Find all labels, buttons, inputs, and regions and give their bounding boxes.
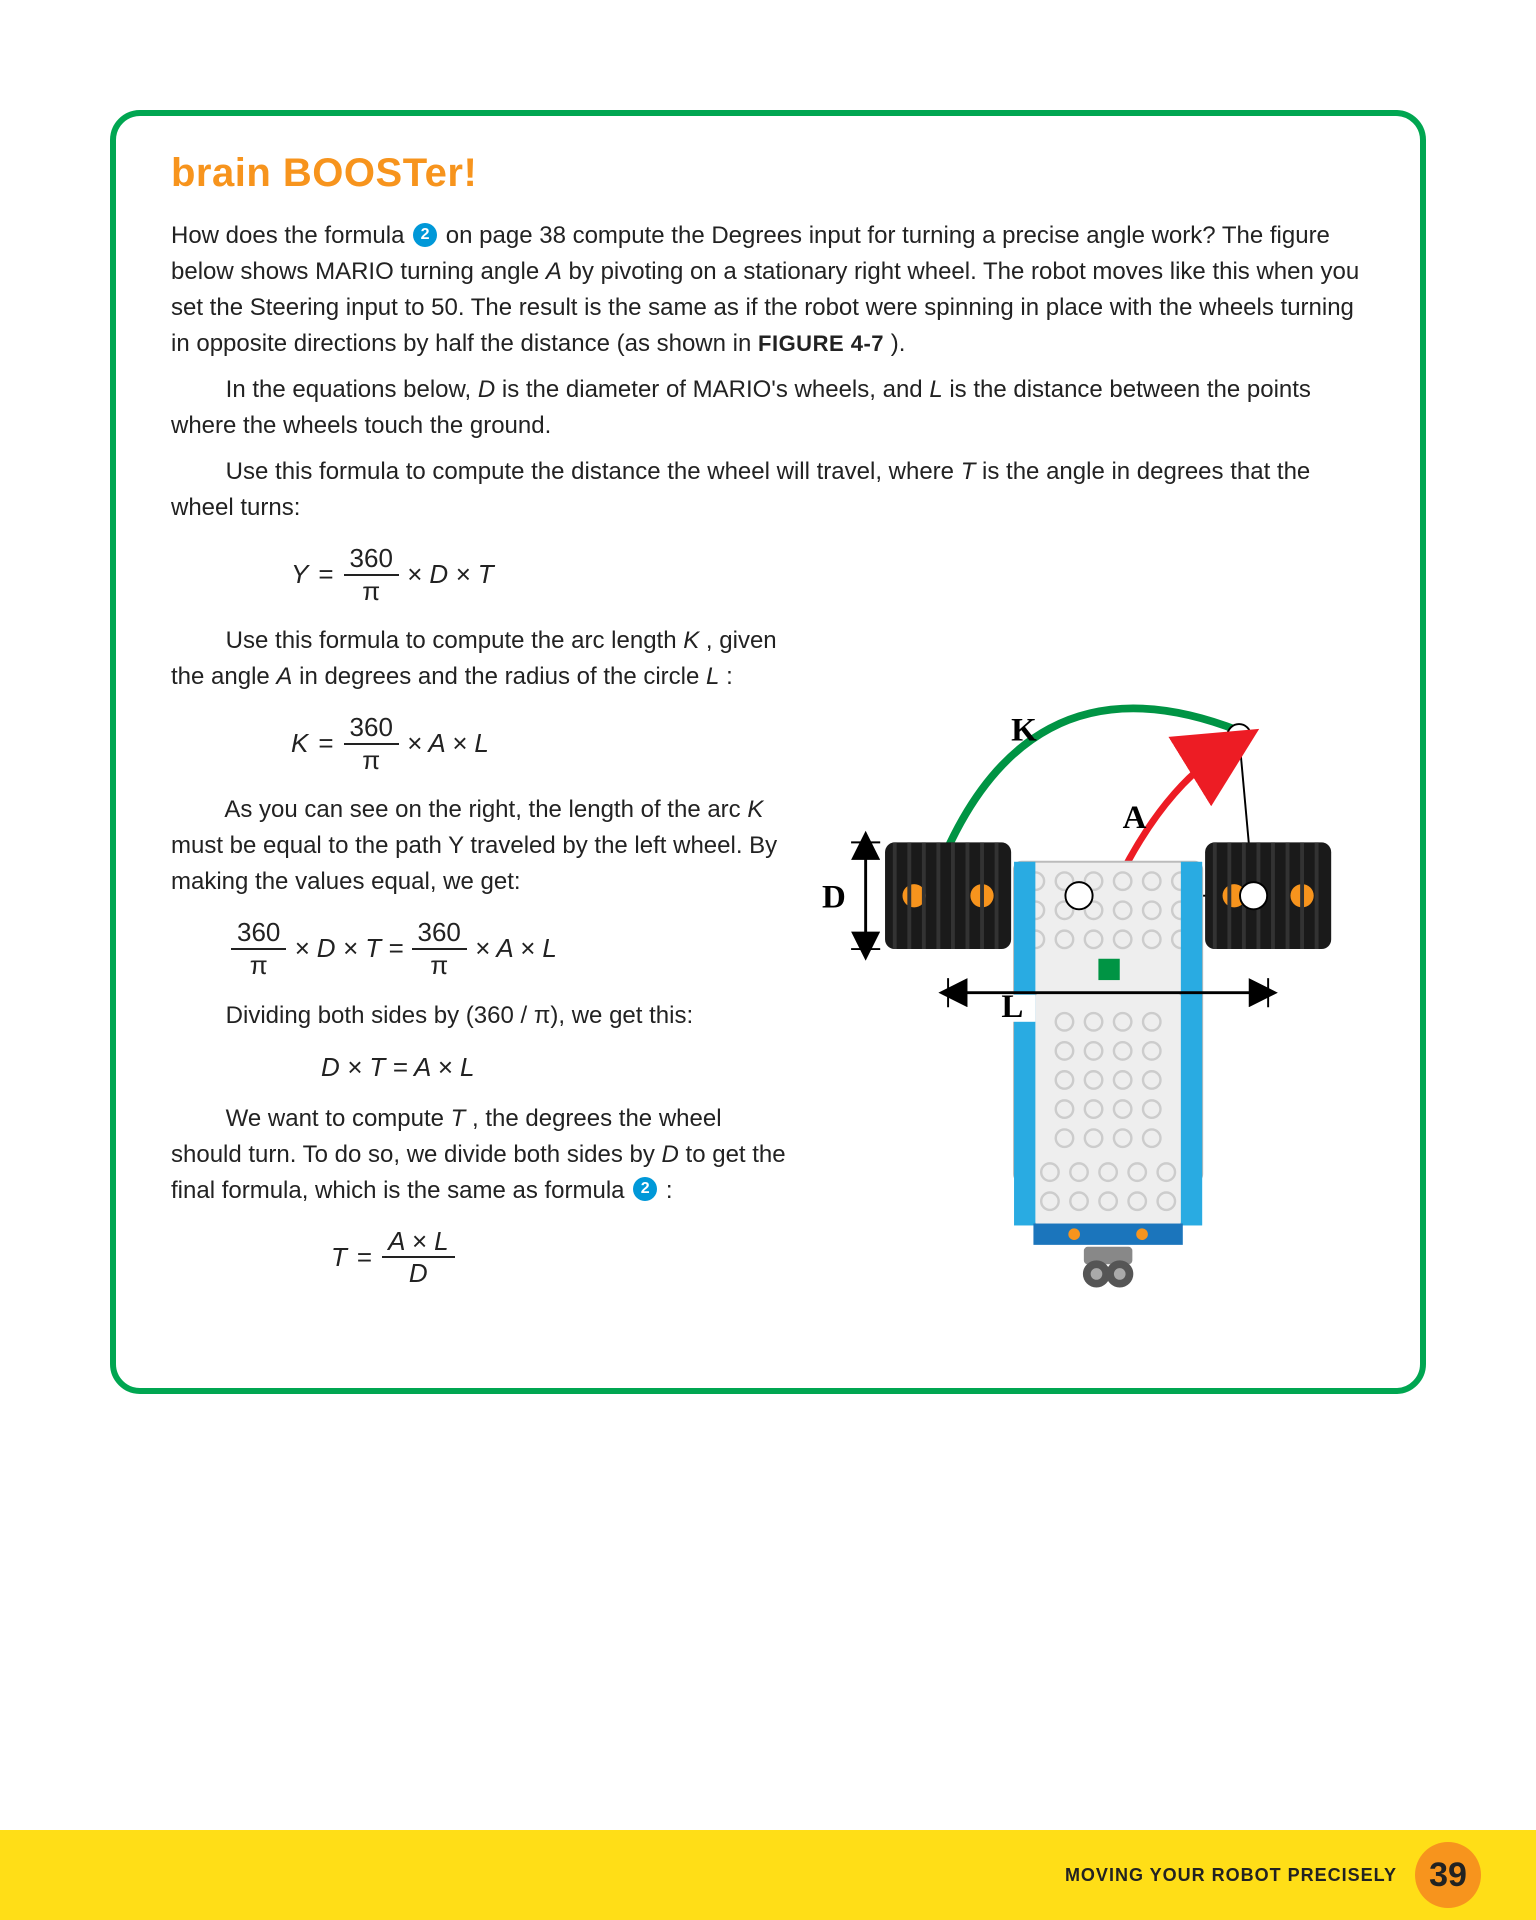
- paragraph-divide: Dividing both sides by (360 / π), we get…: [171, 998, 792, 1034]
- equals: =: [316, 559, 335, 590]
- variable-D: D: [662, 1141, 679, 1168]
- label-L: L: [1001, 989, 1023, 1025]
- equals: =: [355, 1242, 374, 1273]
- lhs: K: [291, 728, 308, 759]
- variable-L: L: [929, 376, 942, 403]
- formula-T: T = A × L D: [331, 1227, 792, 1288]
- tail: × A × L: [407, 728, 489, 759]
- variable-T: T: [961, 458, 976, 485]
- callout-title: brain BOOSTer!: [171, 151, 1365, 196]
- formula-equality: 360 π × D × T = 360 π × A × L: [231, 918, 792, 979]
- text: Use this formula to compute the distance…: [226, 458, 961, 485]
- right-wheel: [1205, 843, 1331, 950]
- denominator: π: [244, 950, 274, 980]
- left-wheel: [885, 843, 1011, 950]
- fraction: 360 π: [344, 544, 399, 605]
- variable-L: L: [706, 663, 719, 690]
- fraction-left: 360 π: [231, 918, 286, 979]
- robot-body: [1014, 862, 1202, 1288]
- tail: × A × L: [475, 933, 557, 964]
- page-number: 39: [1429, 1856, 1467, 1895]
- label-D: D: [822, 880, 846, 916]
- intro-paragraph-3: Use this formula to compute the distance…: [171, 454, 1365, 526]
- formula-badge-icon: 2: [413, 223, 437, 247]
- text: As you can see on the right, the length …: [224, 796, 747, 823]
- right-pivot-circle-icon: [1240, 882, 1267, 909]
- label-K: K: [1011, 713, 1037, 749]
- numerator: 360: [344, 544, 399, 576]
- robot-turning-diagram: K A D: [822, 623, 1365, 1343]
- text: ).: [891, 330, 906, 357]
- formula-badge-icon: 2: [633, 1177, 657, 1201]
- lhs: T: [331, 1242, 347, 1273]
- numerator: 360: [344, 713, 399, 745]
- fraction-right: 360 π: [412, 918, 467, 979]
- variable-K: K: [683, 627, 699, 654]
- eq: D × T = A × L: [321, 1052, 474, 1083]
- left-column: Use this formula to compute the arc leng…: [171, 623, 792, 1348]
- tail: × D × T: [407, 559, 494, 590]
- denominator: π: [356, 576, 386, 606]
- text: Use this formula to compute the arc leng…: [226, 627, 684, 654]
- variable-A: A: [546, 258, 562, 285]
- text: in degrees and the radius of the circle: [299, 663, 706, 690]
- label-A: A: [1123, 800, 1147, 836]
- page-container: brain BOOSTer! How does the formula 2 on…: [0, 0, 1536, 1920]
- pivot-end-circle-icon: [1227, 724, 1250, 747]
- text: is the diameter of MARIO's wheels, and: [502, 376, 929, 403]
- variable-A: A: [276, 663, 292, 690]
- fraction: 360 π: [344, 713, 399, 774]
- two-column-region: Use this formula to compute the arc leng…: [171, 623, 1365, 1348]
- paragraph-final: We want to compute T , the degrees the w…: [171, 1101, 792, 1209]
- formula-simplified: D × T = A × L: [321, 1052, 792, 1083]
- denominator: π: [424, 950, 454, 980]
- mid: × D × T =: [294, 933, 403, 964]
- denominator: π: [356, 745, 386, 775]
- intro-paragraph-1: How does the formula 2 on page 38 comput…: [171, 218, 1365, 362]
- numerator: 360: [231, 918, 286, 950]
- formula-Y: Y = 360 π × D × T: [291, 544, 1365, 605]
- figure-reference: FIGURE 4-7: [758, 331, 884, 356]
- text: Dividing both sides by (360 / π), we get…: [226, 1002, 693, 1029]
- text: We want to compute: [226, 1105, 451, 1132]
- footer-chapter-title: MOVING YOUR ROBOT PRECISELY: [1065, 1865, 1397, 1886]
- text: must be equal to the path Y traveled by …: [171, 832, 777, 895]
- right-column: K A D: [822, 623, 1365, 1348]
- green-stud: [1098, 959, 1119, 980]
- page-number-badge: 39: [1415, 1842, 1481, 1908]
- denominator: D: [403, 1258, 434, 1288]
- equals: =: [316, 728, 335, 759]
- text: How does the formula: [171, 222, 411, 249]
- formula-K: K = 360 π × A × L: [291, 713, 792, 774]
- paragraph-arc-length: Use this formula to compute the arc leng…: [171, 623, 792, 695]
- text: In the equations below,: [226, 376, 478, 403]
- variable-K: K: [747, 796, 763, 823]
- variable-D: D: [478, 376, 495, 403]
- left-pivot-circle-icon: [1065, 882, 1092, 909]
- callout-box: brain BOOSTer! How does the formula 2 on…: [110, 110, 1426, 1394]
- variable-T: T: [451, 1105, 466, 1132]
- paragraph-equal: As you can see on the right, the length …: [171, 792, 792, 900]
- fraction: A × L D: [382, 1227, 454, 1288]
- text: :: [726, 663, 733, 690]
- numerator: 360: [412, 918, 467, 950]
- numerator: A × L: [382, 1227, 454, 1259]
- lhs: Y: [291, 559, 308, 590]
- intro-paragraph-2: In the equations below, D is the diamete…: [171, 372, 1365, 444]
- text: :: [666, 1177, 673, 1204]
- footer-bar: MOVING YOUR ROBOT PRECISELY 39: [0, 1830, 1536, 1920]
